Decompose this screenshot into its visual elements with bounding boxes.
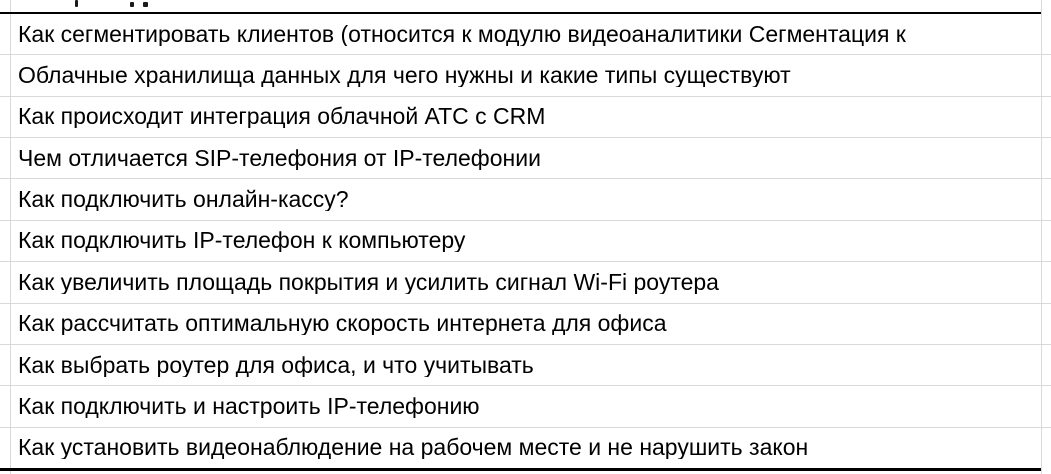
column-gridline-left <box>10 0 11 474</box>
clipped-text-fragment <box>75 0 78 7</box>
table-row[interactable]: Как происходит интеграция облачной АТС с… <box>0 97 1051 139</box>
cell-text: Как подключить IP-телефон к компьютеру <box>18 229 466 253</box>
cell-text: Как рассчитать оптимальную скорость инте… <box>18 312 667 336</box>
table-row[interactable]: Как установить видеонаблюдение на рабоче… <box>0 428 1051 468</box>
cell-text: Чем отличается SIP-телефония от IP-телеф… <box>18 146 541 170</box>
clipped-text-fragment <box>130 2 134 7</box>
cell-text: Как подключить онлайн-кассу? <box>18 188 349 212</box>
table-row[interactable]: Как увеличить площадь покрытия и усилить… <box>0 262 1051 304</box>
table-row[interactable]: Как выбрать роутер для офиса, и что учит… <box>0 345 1051 387</box>
table-row[interactable]: Как рассчитать оптимальную скорость инте… <box>0 304 1051 345</box>
cell-text: Как сегментировать клиентов (относится к… <box>18 22 906 46</box>
table-row[interactable]: Как подключить онлайн-кассу? <box>0 179 1051 221</box>
range-border-bottom <box>0 468 1041 471</box>
clipped-row-above <box>0 0 1051 12</box>
table-row[interactable]: Как подключить IP-телефон к компьютеру <box>0 221 1051 263</box>
column-gridline-right <box>1041 0 1042 474</box>
cell-text: Как подключить и настроить IP-телефонию <box>18 394 480 418</box>
table-row[interactable]: Как подключить и настроить IP-телефонию <box>0 386 1051 428</box>
clipped-text-fragment <box>143 2 148 7</box>
cell-text: Как установить видеонаблюдение на рабоче… <box>18 436 809 460</box>
cell-text: Облачные хранилища данных для чего нужны… <box>18 64 791 88</box>
table-row[interactable]: Облачные хранилища данных для чего нужны… <box>0 55 1051 97</box>
cell-text: Как увеличить площадь покрытия и усилить… <box>18 270 719 294</box>
row-list: Как сегментировать клиентов (относится к… <box>0 14 1051 468</box>
table-row[interactable]: Чем отличается SIP-телефония от IP-телеф… <box>0 138 1051 180</box>
cell-text: Как происходит интеграция облачной АТС с… <box>18 105 546 129</box>
cell-text: Как выбрать роутер для офиса, и что учит… <box>18 353 534 377</box>
range-border-top <box>0 12 1041 14</box>
table-row[interactable]: Как сегментировать клиентов (относится к… <box>0 14 1051 56</box>
